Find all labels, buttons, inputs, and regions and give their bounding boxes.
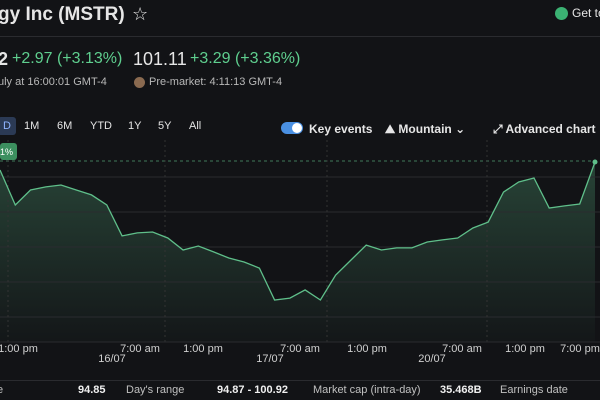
key-events[interactable]: Key events bbox=[309, 122, 373, 136]
x-tick-label: 7:00 pm bbox=[560, 343, 600, 355]
advanced-chart[interactable]: ⤢ Advanced chart bbox=[493, 122, 596, 136]
close-time: uly at 16:00:01 GMT-4 bbox=[0, 76, 107, 88]
stat-text: Earnings date bbox=[500, 384, 568, 396]
pm-change-pct: (+3.36%) bbox=[234, 50, 301, 67]
x-tick-label: 7:00 am bbox=[442, 343, 482, 355]
price: 2 bbox=[0, 49, 9, 69]
star-icon[interactable]: ☆ bbox=[132, 4, 149, 24]
change: +2.97 (+3.13%) bbox=[12, 50, 122, 68]
button-label[interactable]: Get to bbox=[572, 6, 600, 20]
chart-type-label[interactable]: Mountain bbox=[398, 122, 452, 136]
range-button[interactable]: 1M bbox=[24, 120, 40, 132]
divider bbox=[0, 36, 600, 37]
price-area bbox=[0, 162, 595, 342]
premarket-time: Pre-market: 4:11:13 GMT-4 bbox=[134, 76, 282, 88]
stat-text: 35.468B bbox=[440, 384, 482, 396]
pm-change-abs: +3.29 bbox=[190, 50, 231, 67]
change-pct: (+3.13%) bbox=[56, 50, 123, 67]
stat-text: 94.85 bbox=[78, 384, 106, 396]
advanced-label[interactable]: Advanced chart bbox=[505, 122, 596, 136]
x-tick-label: 16/07 bbox=[98, 353, 126, 365]
divider bbox=[0, 380, 600, 381]
get-button[interactable]: Get to bbox=[555, 6, 600, 21]
x-tick-label: 17/07 bbox=[256, 353, 284, 365]
title: gy Inc (MSTR) bbox=[0, 4, 125, 25]
change-abs: +2.97 bbox=[12, 50, 53, 67]
x-tick-label: 20/07 bbox=[418, 353, 446, 365]
range-button[interactable]: YTD bbox=[90, 120, 112, 132]
range-button[interactable]: 1Y bbox=[128, 120, 142, 132]
x-tick-label: 1:00 pm bbox=[183, 343, 223, 355]
premarket-change: +3.29 (+3.36%) bbox=[190, 50, 300, 68]
stat-text: 94.87 - 100.92 bbox=[217, 384, 288, 396]
toggle[interactable] bbox=[281, 122, 303, 134]
chart-type[interactable]: ⛰ Mountain ⌄ bbox=[385, 122, 466, 136]
stat-text: Day's range bbox=[126, 384, 185, 396]
x-tick-label: 1:00 pm bbox=[347, 343, 387, 355]
stat-text: e bbox=[0, 384, 4, 396]
x-tick-label: 1:00 pm bbox=[505, 343, 545, 355]
range-button[interactable]: 6M bbox=[57, 120, 73, 132]
last-point bbox=[592, 159, 598, 165]
badge-label: 1% bbox=[0, 147, 13, 157]
stat-text: Market cap (intra-day) bbox=[313, 384, 421, 396]
pm-time-label: Pre-market: 4:11:13 GMT-4 bbox=[149, 76, 283, 88]
x-tick-label: 7:00 am bbox=[280, 343, 320, 355]
x-tick-label: 7:00 am bbox=[120, 343, 160, 355]
premarket-price: 101.11 bbox=[133, 49, 187, 69]
price-line bbox=[0, 161, 596, 301]
range-button[interactable]: 5Y bbox=[158, 120, 172, 132]
badge bbox=[0, 143, 17, 160]
range-button[interactable]: All bbox=[189, 120, 202, 132]
range-button[interactable]: D bbox=[0, 117, 16, 135]
x-tick-label: 1:00 pm bbox=[0, 343, 38, 355]
